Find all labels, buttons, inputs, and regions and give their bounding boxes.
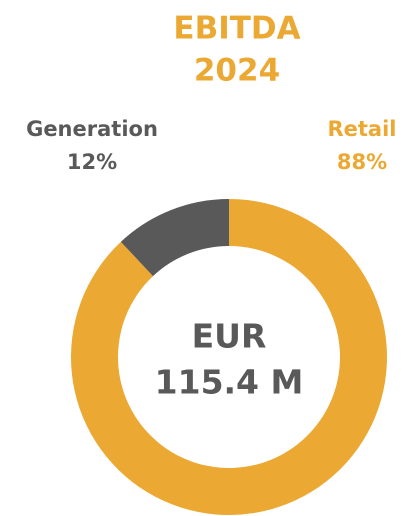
chart-title: EBITDA (173, 11, 300, 47)
slice (71, 199, 387, 515)
slice (120, 199, 229, 277)
center-label: EUR (192, 317, 267, 356)
slice-label: Generation (26, 117, 158, 141)
center-label: 115.4 M (155, 363, 304, 402)
chart-title: 2024 (194, 53, 280, 89)
slice-label: Retail (327, 117, 396, 141)
value-label: 12% (67, 150, 117, 174)
value-label: 88% (337, 150, 387, 174)
